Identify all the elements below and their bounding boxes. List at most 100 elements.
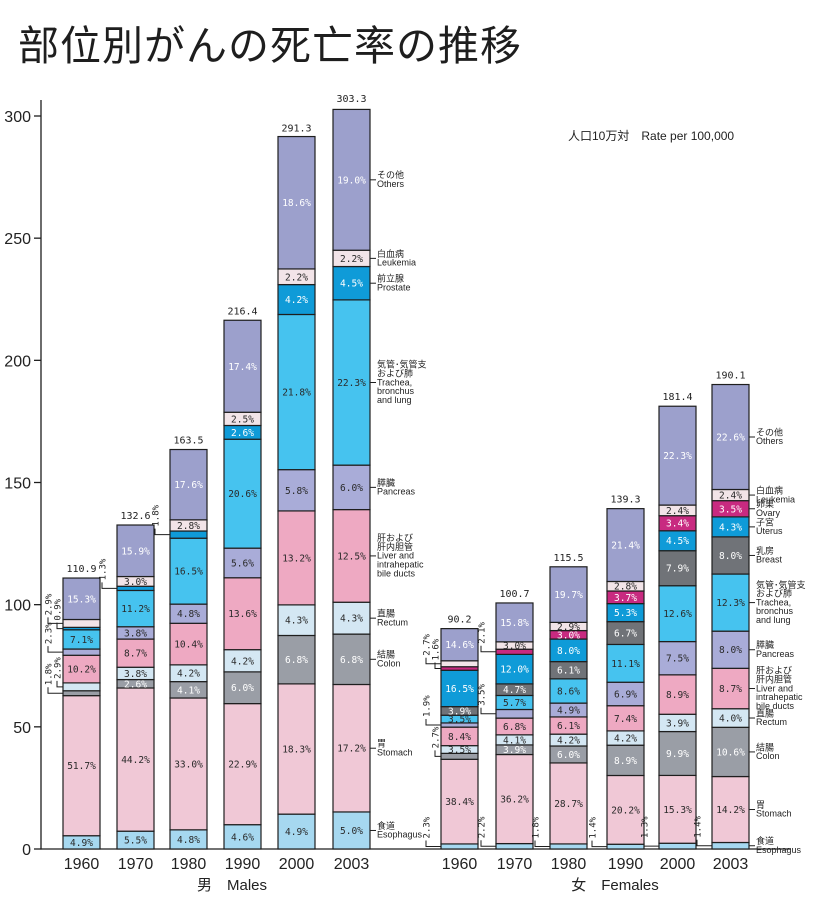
segment-prostate <box>332 265 371 301</box>
y-tick-label: 300 <box>4 109 31 126</box>
bar-females-1980: 115.5 1980 28.7% 6.0% 4.2% 6.1% 4.9% 8.6% 6.1% 8.… <box>531 553 588 873</box>
pct-label-liver: 8.7% <box>719 684 742 695</box>
bar-females-1960: 90.2196038.4%3.5%8.4%3.5%3.9%16.5%14.6%2… <box>422 615 479 873</box>
pct-label-rectum: 4.2% <box>557 736 580 747</box>
pct-label-colon: 9.9% <box>666 749 689 760</box>
pct-label-others: 15.9% <box>121 546 150 557</box>
total-label: 163.5 <box>173 436 203 447</box>
segment-liver <box>606 705 645 732</box>
pct-label-others: 19.7% <box>554 590 583 601</box>
legend-label-rectum: 直腸 Rectum <box>377 608 408 628</box>
segment-leukemia <box>440 660 479 668</box>
segment-pancreas <box>62 648 101 656</box>
pct-label-stomach: 36.2% <box>500 795 529 806</box>
pct-label-rectum: 3.5% <box>448 745 471 756</box>
group-label-females: 女 Females <box>571 877 659 894</box>
pct-label-liver: 6.8% <box>503 722 526 733</box>
segment-stomach <box>658 774 697 844</box>
pct-label-uterus: 4.5% <box>666 536 689 547</box>
bar-males-2003: 303.3 2003 5.0% 17.2% 6.8% 4.3% 12.5% 6.0% 22.3%… <box>332 94 371 873</box>
year-label: 1980 <box>171 856 207 873</box>
segment-esophagus <box>440 843 479 850</box>
callout-line <box>480 840 496 847</box>
segment-stomach <box>62 695 101 837</box>
pct-label-others: 15.3% <box>67 594 96 605</box>
pct-label-lung: 11.1% <box>611 659 640 670</box>
pct-label-breast: 4.7% <box>503 685 526 696</box>
segment-breast <box>658 550 697 587</box>
pct-label-stomach: 18.3% <box>282 745 311 756</box>
pct-label-breast: 7.9% <box>666 564 689 575</box>
pct-label-pancreas: 8.0% <box>719 645 742 656</box>
segment-prostate <box>169 530 208 539</box>
legend-females: 食道 Esophagus 胃 Stomach 結腸 Colon 直腸 Rectum肝および肝内… <box>749 426 806 855</box>
pct-label-liver: 13.2% <box>282 553 311 564</box>
segment-rectum <box>62 682 101 692</box>
pct-label-lung: 12.3% <box>716 598 745 609</box>
pct-label-pancreas: 5.6% <box>231 558 254 569</box>
segment-others <box>116 524 155 578</box>
pct-label-uterus: 16.5% <box>445 684 474 695</box>
pct-label-lung: 16.5% <box>174 567 203 578</box>
legend-label-leukemia: 白血病 Leukemia <box>377 248 416 268</box>
segment-rectum <box>277 604 316 637</box>
legend-label-breast: 乳房 Breast <box>756 545 783 565</box>
pct-label-pancreas: 4.8% <box>177 609 200 620</box>
total-label: 100.7 <box>499 589 529 600</box>
segment-uterus <box>495 653 534 685</box>
legend-label-pancreas: 膵臓 Pancreas <box>377 478 416 497</box>
pct-label-colon: 6.0% <box>231 683 254 694</box>
bar-females-2000: 181.4 2000 15.3% 9.9% 3.9% 8.9% 7.5% 12.6% 7.9% 4… <box>640 392 697 873</box>
pct-label-ovary: 3.7% <box>614 593 637 604</box>
callout-label-leukemia: 2.9% <box>44 593 54 615</box>
pct-label-ovary: 3.0% <box>557 630 580 641</box>
segment-pancreas <box>332 464 371 511</box>
segment-esophagus <box>495 842 534 850</box>
pct-label-others: 18.6% <box>282 198 311 209</box>
page-title: 部位別がんの死亡率の推移 <box>18 22 522 70</box>
segment-stomach <box>549 762 588 845</box>
segment-esophagus <box>658 842 697 850</box>
pct-label-leukemia: 2.9% <box>557 622 580 633</box>
year-label: 2003 <box>713 856 749 873</box>
pct-label-stomach: 15.3% <box>663 805 692 816</box>
pct-label-colon: 3.9% <box>503 745 526 756</box>
callout-line <box>480 645 496 653</box>
pct-label-colon: 6.8% <box>340 655 363 666</box>
total-label: 190.1 <box>715 371 745 382</box>
pct-label-leukemia: 2.8% <box>177 521 200 532</box>
legend-label-pancreas: 膵臓 Pancreas <box>756 640 795 659</box>
pct-label-lung: 12.6% <box>663 609 692 620</box>
pct-label-others: 22.3% <box>663 451 692 462</box>
total-label: 291.3 <box>281 123 311 134</box>
segment-stomach <box>116 687 155 832</box>
pct-label-colon: 6.0% <box>557 750 580 761</box>
pct-label-prostate: 4.5% <box>340 279 363 290</box>
pct-label-liver: 10.2% <box>67 665 96 676</box>
segment-liver <box>658 674 697 715</box>
pct-label-stomach: 33.0% <box>174 759 203 770</box>
callout-label-leukemia: 2.7% <box>422 634 432 656</box>
segment-colon <box>62 690 101 697</box>
pct-label-leukemia: 2.2% <box>285 272 308 283</box>
segment-others <box>277 135 316 270</box>
callout-label-ovary: 2.1% <box>477 622 487 644</box>
pct-label-stomach: 28.7% <box>554 799 583 810</box>
pct-label-leukemia: 2.4% <box>666 506 689 517</box>
pct-label-breast: 6.1% <box>557 666 580 677</box>
total-label: 115.5 <box>553 553 583 564</box>
year-label: 1960 <box>442 856 478 873</box>
total-label: 181.4 <box>662 392 692 403</box>
segment-stomach <box>223 702 262 826</box>
pct-label-leukemia: 2.2% <box>340 254 363 265</box>
callout-label-rectum: 2.9% <box>53 657 63 679</box>
pct-label-rectum: 3.8% <box>124 669 147 680</box>
segment-others <box>332 108 371 251</box>
callout-label-esophagus: 1.4% <box>588 816 598 838</box>
callout-label-esophagus: 1.4% <box>693 815 703 837</box>
legend-label-others: その他 Others <box>756 426 784 446</box>
pct-label-others: 15.8% <box>500 618 529 629</box>
pct-label-lung: 5.7% <box>503 698 526 709</box>
pct-label-uterus: 8.0% <box>557 646 580 657</box>
